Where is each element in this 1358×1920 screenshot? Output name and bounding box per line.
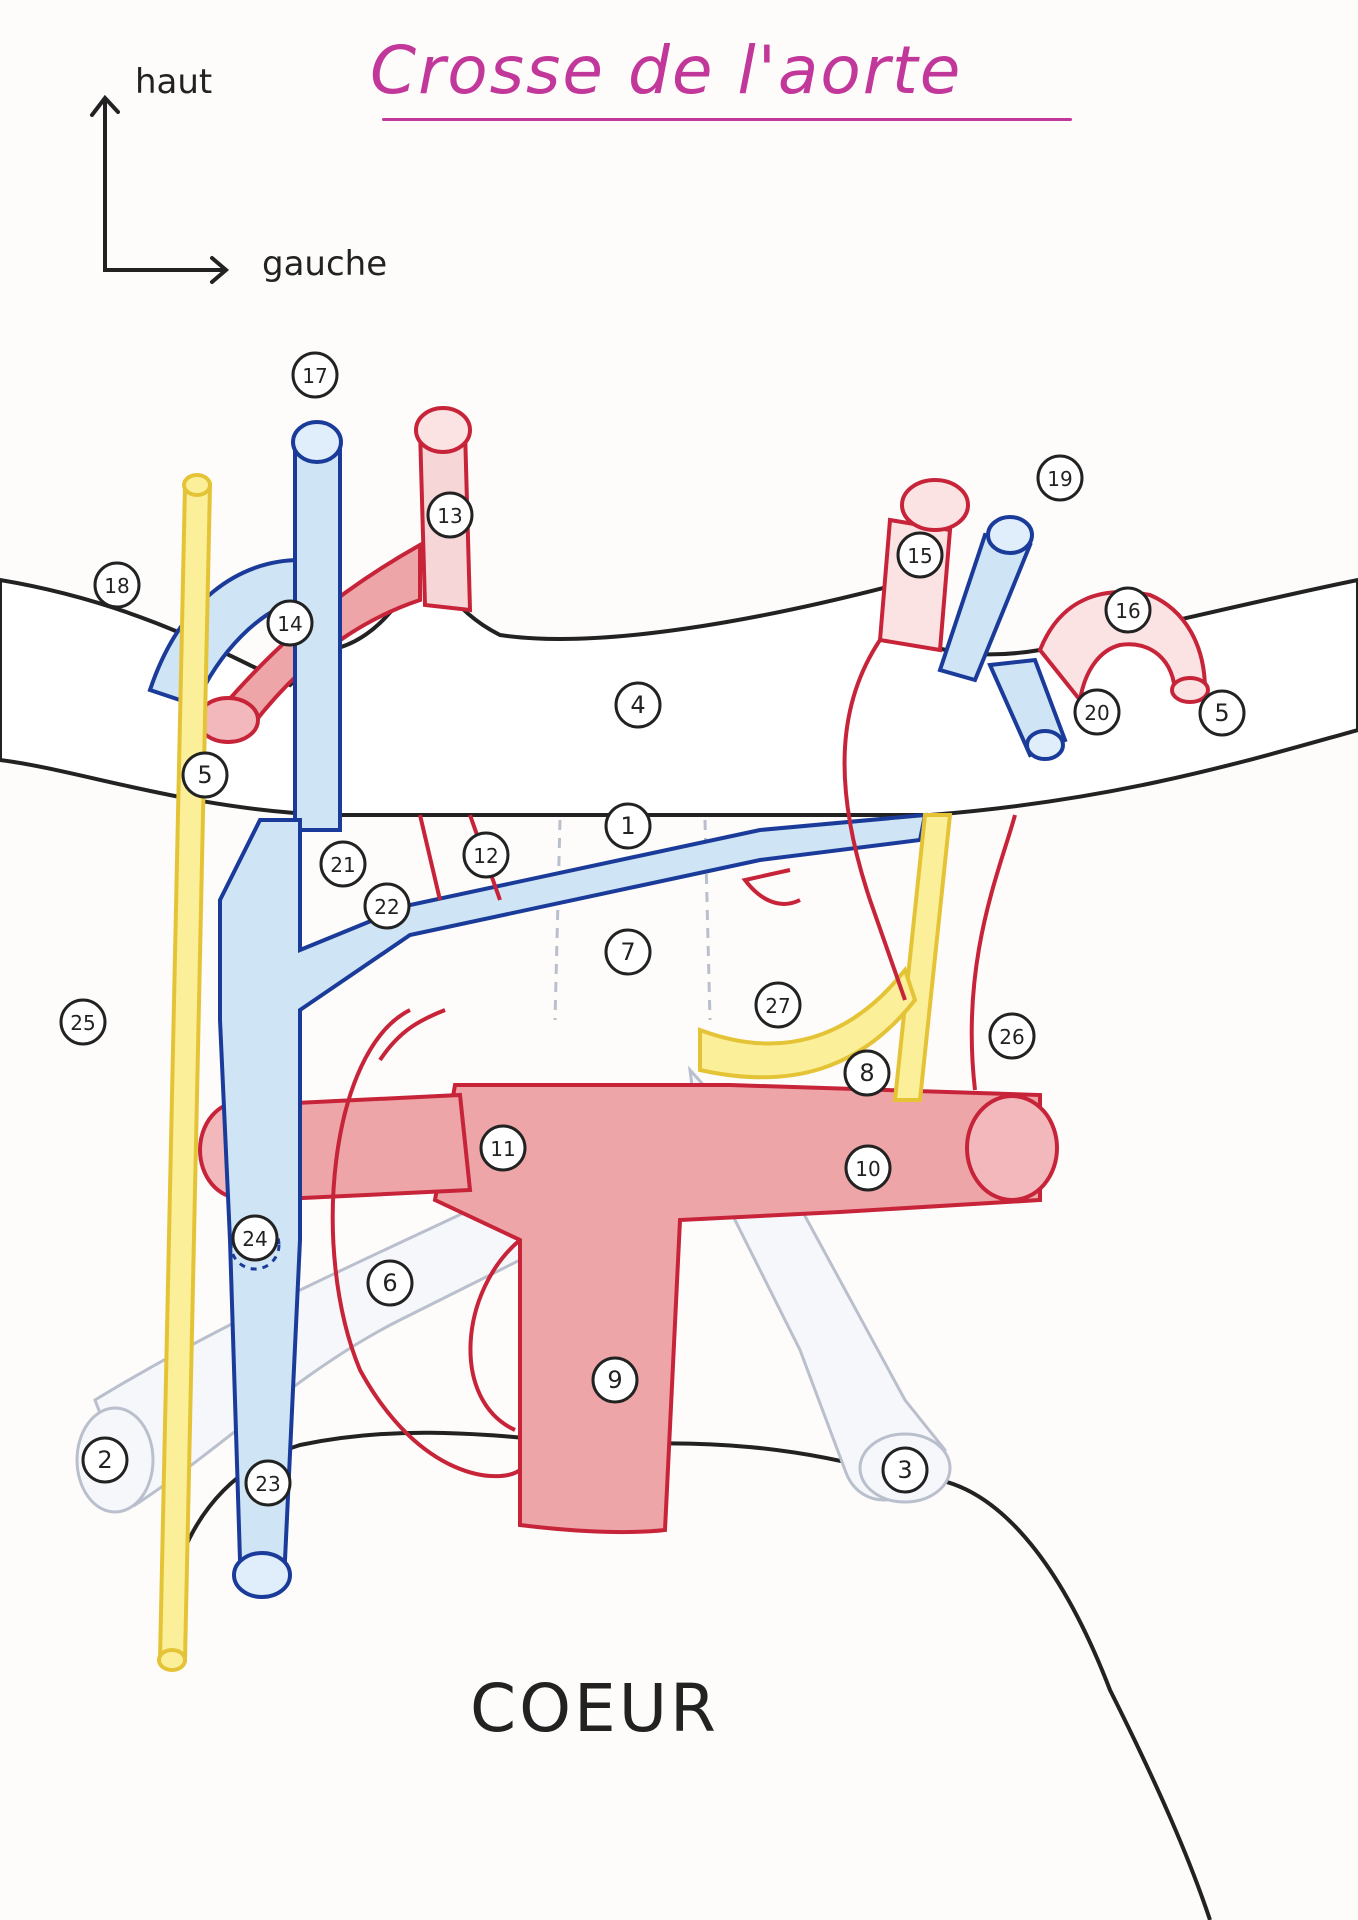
- marker-label: 3: [897, 1456, 912, 1484]
- marker-label: 19: [1047, 467, 1072, 491]
- marker-label: 24: [242, 1227, 267, 1251]
- marker-label: 20: [1084, 701, 1109, 725]
- marker-25: 25: [59, 998, 107, 1046]
- marker-11: 11: [479, 1124, 527, 1172]
- heart-label: COEUR: [470, 1670, 719, 1747]
- marker-label: 10: [855, 1157, 880, 1181]
- marker-26: 26: [988, 1012, 1036, 1060]
- marker-17: 17: [291, 351, 339, 399]
- marker-16: 16: [1104, 586, 1152, 634]
- marker-label: 9: [607, 1366, 622, 1394]
- marker-label: 16: [1115, 599, 1140, 623]
- marker-1: 1: [604, 802, 652, 850]
- marker-5: 5: [181, 751, 229, 799]
- marker-22: 22: [363, 882, 411, 930]
- marker-15: 15: [896, 531, 944, 579]
- marker-8: 8: [843, 1049, 891, 1097]
- marker-label: 6: [382, 1269, 397, 1297]
- marker-label: 15: [907, 544, 932, 568]
- marker-9: 9: [591, 1356, 639, 1404]
- marker-12: 12: [462, 831, 510, 879]
- marker-label: 22: [374, 895, 399, 919]
- ascending-aorta-curve: [330, 1008, 522, 1479]
- marker-label: 7: [620, 938, 635, 966]
- marker-5: 5: [1198, 689, 1246, 737]
- marker-label: 18: [104, 574, 129, 598]
- marker-label: 2: [97, 1446, 112, 1474]
- left-brachiocephalic-vein-stub: [987, 657, 1068, 761]
- marker-label: 13: [437, 504, 462, 528]
- marker-7: 7: [604, 928, 652, 976]
- heart-outline: [180, 1430, 1212, 1920]
- trachea: [553, 819, 712, 1021]
- marker-label: 4: [630, 691, 645, 719]
- diagram-title: Crosse de l'aorte: [370, 32, 963, 109]
- marker-label: 8: [859, 1059, 874, 1087]
- marker-20: 20: [1073, 688, 1121, 736]
- marker-label: 23: [255, 1472, 280, 1496]
- left-subclavian-artery: [1037, 590, 1210, 705]
- marker-label: 14: [277, 612, 302, 636]
- marker-label: 27: [765, 994, 790, 1018]
- left-vagus-nerve: [698, 813, 953, 1102]
- marker-18: 18: [93, 561, 141, 609]
- marker-21: 21: [319, 840, 367, 888]
- marker-label: 21: [330, 853, 355, 877]
- marker-3: 3: [881, 1446, 929, 1494]
- marker-label: 5: [1214, 699, 1229, 727]
- marker-19: 19: [1036, 454, 1084, 502]
- marker-label: 25: [70, 1011, 95, 1035]
- number-markers: 12 34556789101112131415161718192021222324…: [59, 351, 1246, 1507]
- left-recurrent-artery-lines: [741, 638, 1017, 1091]
- marker-6: 6: [366, 1259, 414, 1307]
- axis-up-label: haut: [135, 62, 213, 102]
- marker-label: 1: [620, 812, 635, 840]
- marker-10: 10: [844, 1144, 892, 1192]
- marker-label: 12: [473, 844, 498, 868]
- marker-13: 13: [426, 491, 474, 539]
- marker-2: 2: [81, 1436, 129, 1484]
- pulmonary-trunk: [432, 1083, 1059, 1535]
- superior-vena-cava-top: [291, 420, 343, 832]
- left-internal-jugular: [937, 515, 1034, 683]
- axis-left-label: gauche: [262, 244, 388, 284]
- orientation-axes: [90, 94, 230, 284]
- title-underline: [382, 118, 1072, 121]
- marker-4: 4: [614, 681, 662, 729]
- marker-24: 24: [231, 1214, 279, 1262]
- marker-label: 26: [999, 1025, 1024, 1049]
- marker-27: 27: [754, 981, 802, 1029]
- marker-label: 11: [490, 1137, 515, 1161]
- marker-label: 5: [197, 761, 212, 789]
- marker-14: 14: [266, 599, 314, 647]
- marker-23: 23: [244, 1459, 292, 1507]
- marker-label: 17: [302, 364, 327, 388]
